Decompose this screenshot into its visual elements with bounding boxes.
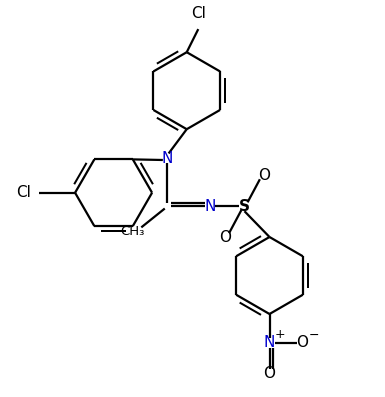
Text: CH₃: CH₃	[121, 225, 145, 238]
Text: Cl: Cl	[191, 6, 206, 21]
Text: S: S	[239, 199, 250, 214]
Text: −: −	[308, 329, 319, 342]
Text: N: N	[204, 199, 216, 214]
Text: N: N	[162, 150, 173, 166]
Text: +: +	[275, 328, 285, 341]
Text: N: N	[264, 335, 275, 351]
Text: O: O	[258, 168, 270, 183]
Text: Cl: Cl	[16, 185, 31, 200]
Text: O: O	[296, 335, 308, 351]
Text: O: O	[263, 366, 276, 381]
Text: O: O	[219, 229, 231, 245]
